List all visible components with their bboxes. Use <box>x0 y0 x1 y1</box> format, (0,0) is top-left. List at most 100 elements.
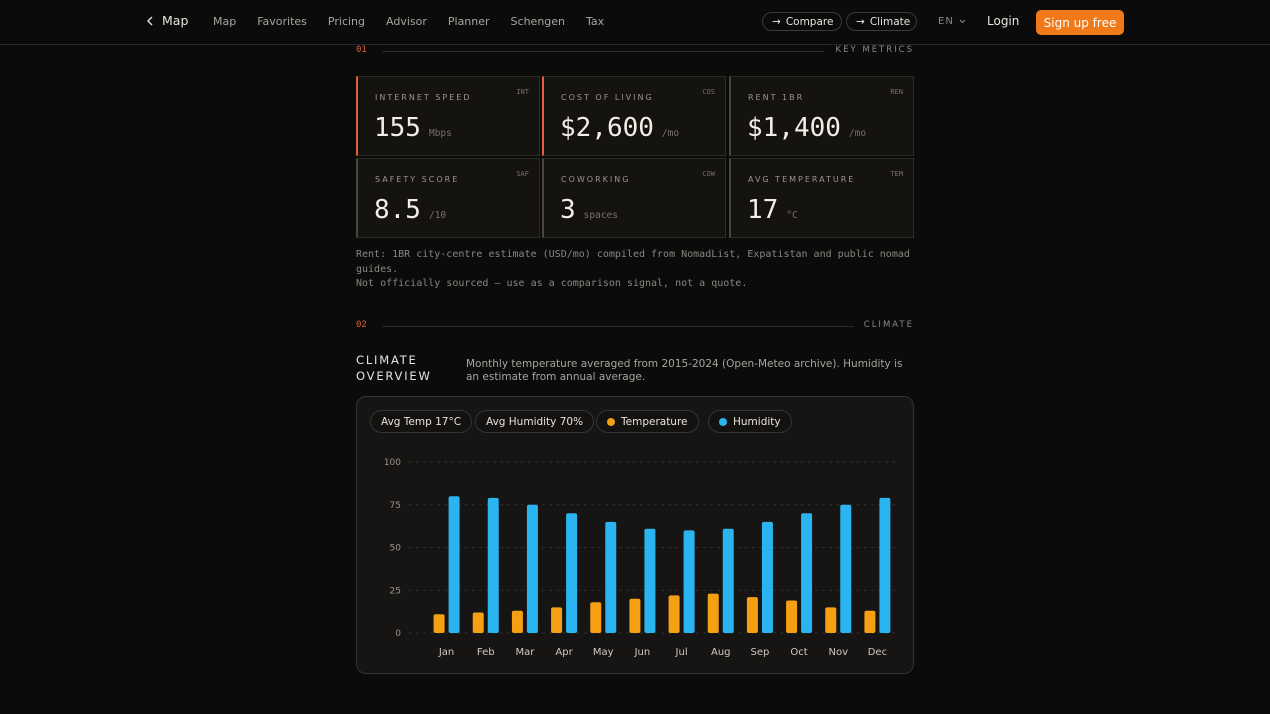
metric-value: 17 <box>747 195 779 225</box>
temperature-bar[interactable] <box>864 610 876 633</box>
compare-label: Compare <box>785 15 834 28</box>
temperature-bar[interactable] <box>746 597 758 633</box>
nav-link-pricing[interactable]: Pricing <box>327 15 365 28</box>
arrow-right-icon: → <box>856 15 865 28</box>
note-line: Not officially sourced — use as a compar… <box>356 278 748 289</box>
temperature-bar[interactable] <box>472 612 484 633</box>
legend-label: Humidity <box>733 415 781 428</box>
metric-unit: spaces <box>583 210 618 221</box>
nav-link-favorites[interactable]: Favorites <box>257 15 307 28</box>
legend-humidity[interactable]: Humidity <box>708 410 792 433</box>
nav-link-planner[interactable]: Planner <box>447 15 490 28</box>
note-line: Rent: 1BR city-centre estimate (USD/mo) … <box>356 249 910 275</box>
y-tick-label: 75 <box>390 501 401 511</box>
humidity-bar[interactable] <box>683 530 695 633</box>
x-tick-label: May <box>593 647 614 658</box>
climate-bar-chart: 0 25 50 75 100 Jan Feb Mar Apr May Jun Jul Aug Sep Oct… <box>384 458 897 658</box>
temperature-bar[interactable] <box>511 610 523 633</box>
section-header-climate: 02 CLIMATE <box>356 320 914 332</box>
x-tick-label: Jun <box>634 647 651 658</box>
chip-label: Avg Humidity 70% <box>486 415 584 428</box>
section-divider <box>382 51 824 52</box>
avg-humidity-chip: Avg Humidity 70% <box>475 410 595 433</box>
compare-button[interactable]: → Compare <box>762 12 842 31</box>
metric-code: REN <box>890 88 903 96</box>
humidity-bar[interactable] <box>566 513 578 633</box>
metric-label: COWORKING <box>561 175 631 184</box>
title-line: OVERVIEW <box>356 369 432 383</box>
title-line: CLIMATE <box>356 353 418 367</box>
back-label: Map <box>162 13 189 28</box>
metric-label: SAFETY SCORE <box>375 175 460 184</box>
metric-code: COS <box>702 88 715 96</box>
nav-link-map[interactable]: Map <box>213 15 237 28</box>
temperature-bar[interactable] <box>786 600 798 633</box>
metric-card-coworking: COWORKING COW 3 spaces <box>542 158 726 238</box>
back-to-map-button[interactable]: Map <box>146 13 188 28</box>
section-label: KEY METRICS <box>835 45 914 55</box>
metric-unit: °C <box>786 210 798 221</box>
metric-value: 155 <box>374 113 421 143</box>
metric-code: COW <box>702 170 715 178</box>
temperature-bar[interactable] <box>707 593 719 633</box>
metric-card-avg-temperature: AVG TEMPERATURE TEM 17 °C <box>729 158 914 238</box>
chevron-left-icon <box>147 16 153 25</box>
humidity-bar[interactable] <box>448 496 460 633</box>
metric-label: INTERNET SPEED <box>375 93 472 102</box>
metric-card-rent: RENT 1BR REN $1,400/mo <box>729 76 914 156</box>
x-tick-label: Mar <box>515 647 535 658</box>
temperature-bar[interactable] <box>433 614 445 633</box>
nav-link-advisor[interactable]: Advisor <box>386 15 427 28</box>
section-number: 02 <box>356 320 367 330</box>
metric-value: $2,600 <box>560 113 654 143</box>
metric-code: SAF <box>516 170 529 178</box>
humidity-bar[interactable] <box>644 528 656 633</box>
humidity-bar[interactable] <box>605 521 617 633</box>
legend-label: Temperature <box>621 415 688 428</box>
login-button[interactable]: Login <box>987 14 1020 28</box>
temperature-dot-icon <box>607 417 615 426</box>
legend-temperature[interactable]: Temperature <box>596 410 699 433</box>
metric-value: 8.5 <box>374 195 421 225</box>
metric-unit: /mo <box>848 128 867 139</box>
humidity-bar[interactable] <box>840 504 852 633</box>
language-value: EN <box>938 16 954 27</box>
chevron-down-icon <box>959 19 966 24</box>
climate-button[interactable]: → Climate <box>846 12 917 31</box>
metric-card-internet-speed: INTERNET SPEED INT 155 Mbps <box>356 76 540 156</box>
x-tick-label: Aug <box>711 647 731 658</box>
metric-unit: /10 <box>428 210 447 221</box>
metric-code: TEM <box>890 170 903 178</box>
humidity-bar[interactable] <box>526 504 538 633</box>
y-tick-label: 25 <box>390 586 401 596</box>
signup-button[interactable]: Sign up free <box>1036 10 1124 35</box>
temperature-bar[interactable] <box>629 598 641 633</box>
nav-link-schengen[interactable]: Schengen <box>510 15 566 28</box>
y-tick-label: 0 <box>395 629 401 639</box>
chip-label: Avg Temp 17°C <box>381 415 462 428</box>
metrics-grid: INTERNET SPEED INT 155 Mbps COST OF LIVIN… <box>356 76 914 238</box>
x-tick-label: Apr <box>555 647 573 658</box>
metric-label: RENT 1BR <box>748 93 805 102</box>
metric-card-cost-of-living: COST OF LIVING COS $2,600/mo <box>542 76 726 156</box>
metric-value: 3 <box>560 195 576 225</box>
humidity-bar[interactable] <box>879 497 891 633</box>
humidity-bar[interactable] <box>761 521 773 633</box>
language-selector[interactable]: EN <box>938 16 966 27</box>
humidity-bar[interactable] <box>722 528 734 633</box>
avg-temp-chip: Avg Temp 17°C <box>370 410 473 433</box>
humidity-bar[interactable] <box>801 513 813 633</box>
temperature-bar[interactable] <box>551 607 563 633</box>
temperature-bar[interactable] <box>825 607 837 633</box>
temperature-bar[interactable] <box>590 602 602 633</box>
climate-chart-card: Avg Temp 17°C Avg Humidity 70% Temperatu… <box>356 396 914 674</box>
top-navigation-bar: Map Map Favorites Pricing Advisor Planne… <box>0 0 1270 45</box>
temperature-bar[interactable] <box>668 595 680 633</box>
metric-code: INT <box>516 88 529 96</box>
section-number: 01 <box>356 45 367 55</box>
section-divider <box>382 326 854 327</box>
humidity-bar[interactable] <box>487 497 499 633</box>
x-tick-label: Oct <box>790 647 807 658</box>
climate-description: Monthly temperature averaged from 2015-2… <box>466 358 903 383</box>
nav-link-tax[interactable]: Tax <box>586 15 605 28</box>
